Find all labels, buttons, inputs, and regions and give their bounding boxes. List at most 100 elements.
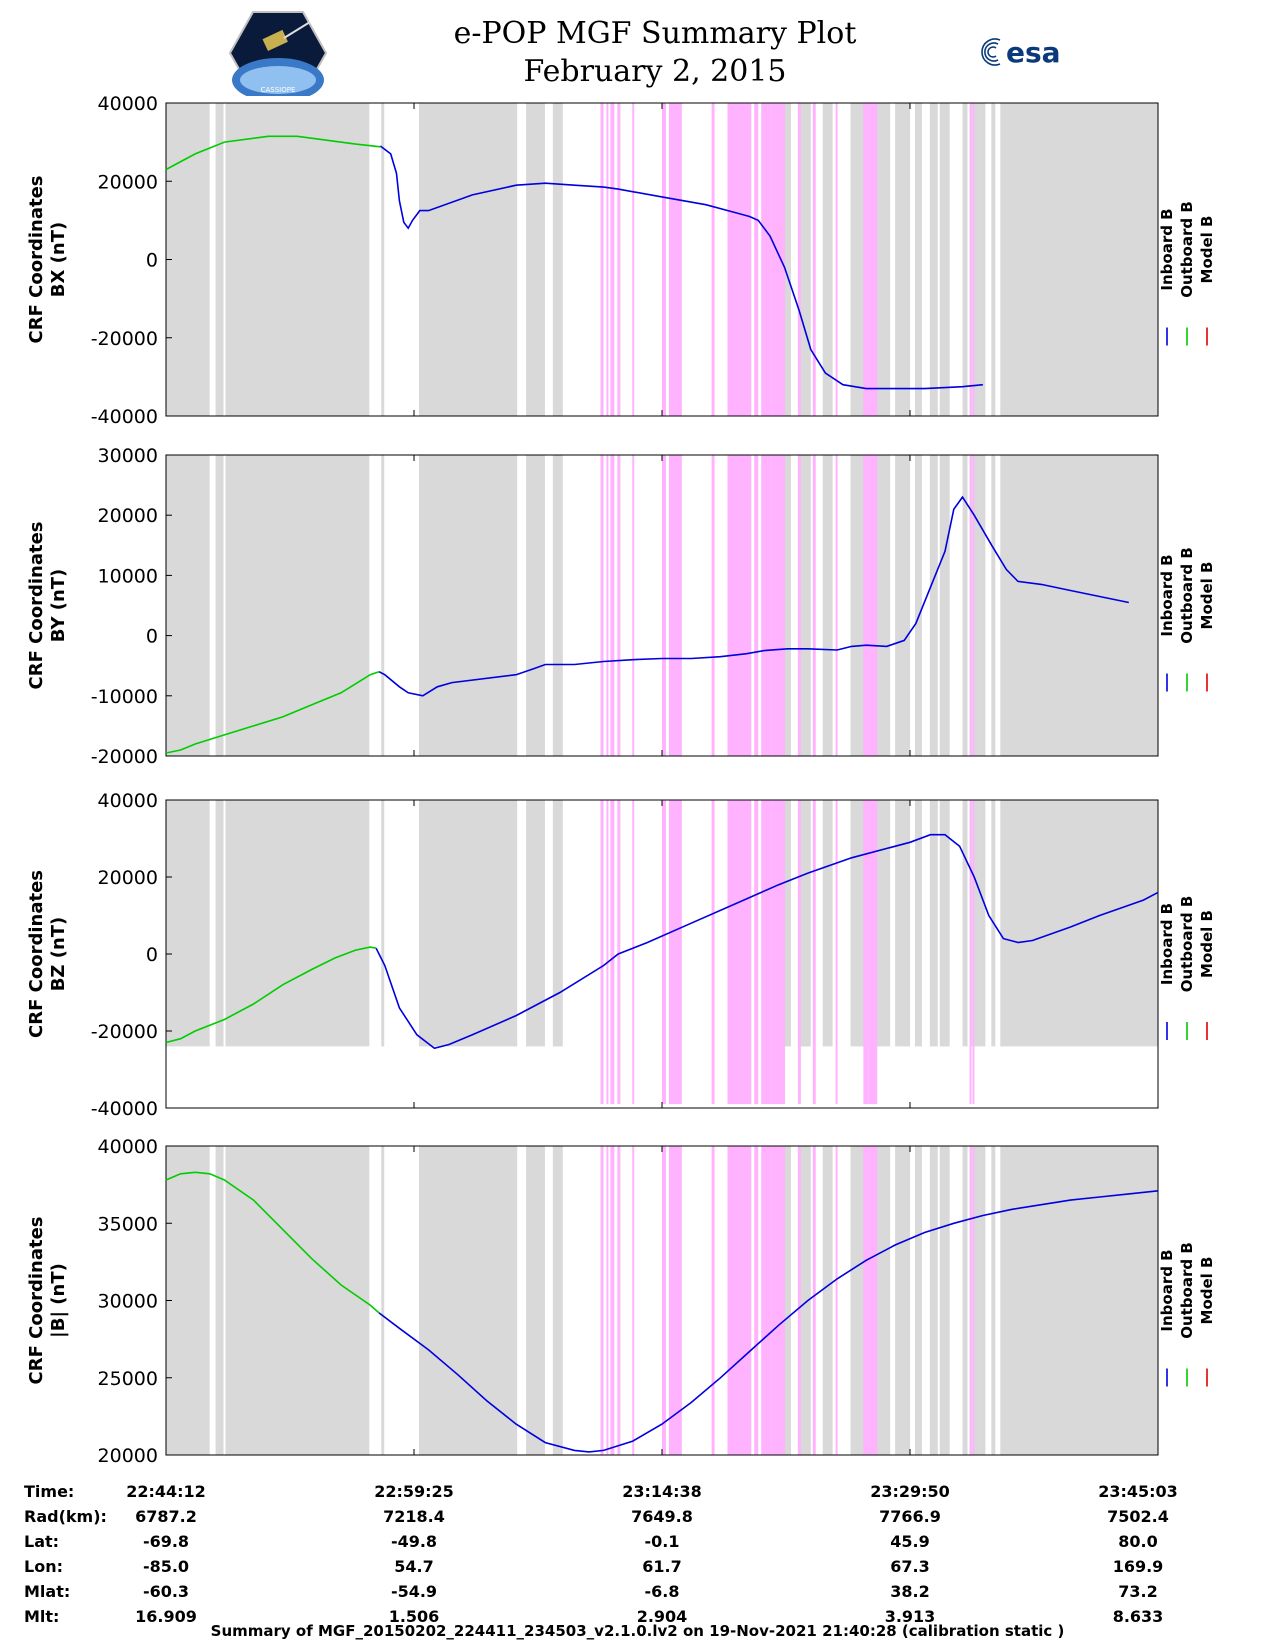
gap-band [526,103,537,416]
event-band [812,103,816,416]
footer-summary: Summary of MGF_20150202_224411_234503_v2… [210,1622,1065,1640]
event-band [668,1146,682,1455]
series-line-outboard-b [165,946,377,1044]
event-band [797,455,801,756]
gap-band [860,800,866,1047]
gap-band [979,455,986,756]
legend-label: Model B [1198,1257,1216,1325]
gap-band [860,103,866,416]
gap-band [939,103,945,416]
gap-band [418,103,518,416]
gap-band [1000,103,1158,416]
event-band [606,455,609,756]
gap-band [215,1146,224,1455]
gap-band [939,455,945,756]
gap-band [381,800,385,1047]
y-tick-label: 20000 [98,867,158,889]
gap-band [418,455,518,756]
y-tick-label: -20000 [91,746,158,768]
gap-band [822,455,833,756]
gap-band [781,103,791,416]
gap-band [552,800,563,1047]
gap-band [225,103,370,416]
gap-band [526,800,537,1047]
event-band [754,455,759,756]
event-band [662,800,666,1105]
y-tick-label: 25000 [98,1368,158,1390]
event-band [711,103,715,416]
gap-band [860,1146,866,1455]
series-line-inboard-b [378,495,1129,697]
legend-label: Model B [1198,562,1216,630]
event-band [761,103,772,416]
event-band [868,455,878,756]
series-line-outboard-b [165,670,380,754]
series-line-inboard-b [378,1190,1159,1453]
gap-band [1000,455,1158,756]
event-band [863,1146,869,1455]
series-line-outboard-b [165,135,381,171]
gap-band [929,103,938,416]
gap-band [942,455,950,756]
event-band [863,800,869,1105]
legend-label: Inboard B [1158,1249,1176,1331]
gap-band [914,103,922,416]
gap-band [929,800,938,1047]
chart-panel-1: 40000 20000 0 -20000 -40000 CRF CoordinatesBX… [26,93,1216,428]
y-axis-label-line: |B| (nT) [48,1263,69,1338]
event-band [812,455,816,756]
gap-band [526,455,537,756]
logo-left-text: CASSIOPE [261,86,296,94]
chart-panel-2: 30000 20000 10000 0 -10000 -20000 CRF Coordina… [26,445,1216,768]
gap-band [166,1146,210,1455]
event-band [668,800,682,1105]
gap-band [895,800,910,1047]
series-line-inboard-b [379,145,983,390]
gap-band [166,455,210,756]
event-band [969,800,972,1105]
gap-band [1000,1146,1158,1455]
lower-region [166,1046,1158,1108]
gap-band [822,800,833,1047]
event-band [617,1146,621,1455]
y-tick-label: -10000 [91,686,158,708]
chart-panel-3: 40000 20000 0 -20000 -40000 CRF CoordinatesBZ… [26,790,1216,1120]
event-band [969,1146,972,1455]
esa-logo-text: esa [1006,36,1061,69]
gap-band [929,455,938,756]
event-band [754,103,759,416]
y-tick-label: 0 [146,626,158,648]
y-tick-label: -40000 [91,406,158,428]
event-band [600,103,604,416]
y-tick-label: -40000 [91,1098,158,1120]
event-band [727,455,752,756]
y-axis-label: CRF CoordinatesBX (nT) [26,176,69,344]
legend-label: Outboard B [1178,547,1196,644]
event-band [863,103,869,416]
gap-band [800,1146,811,1455]
y-tick-label: -20000 [91,1021,158,1043]
event-band [632,103,635,416]
gap-band [552,103,563,416]
y-axis-label: CRF CoordinatesBZ (nT) [26,870,69,1038]
y-axis-label-line: BZ (nT) [48,917,69,992]
event-band [662,1146,666,1455]
y-tick-label: 10000 [98,565,158,587]
gap-band [942,800,950,1047]
event-band [835,1146,838,1455]
y-axis-label-line: CRF Coordinates [26,870,47,1038]
event-band [668,455,682,756]
gap-band [225,1146,370,1455]
event-band [610,800,615,1105]
y-tick-label: 40000 [98,93,158,115]
gap-band [381,103,385,416]
event-band [711,1146,715,1455]
gap-band [781,455,791,756]
gap-band [914,800,922,1047]
y-tick-label: 30000 [98,445,158,467]
y-axis-label-line: CRF Coordinates [26,176,47,344]
gap-band [942,1146,950,1455]
event-band [812,800,816,1105]
event-band [606,1146,609,1455]
event-band [797,1146,801,1455]
